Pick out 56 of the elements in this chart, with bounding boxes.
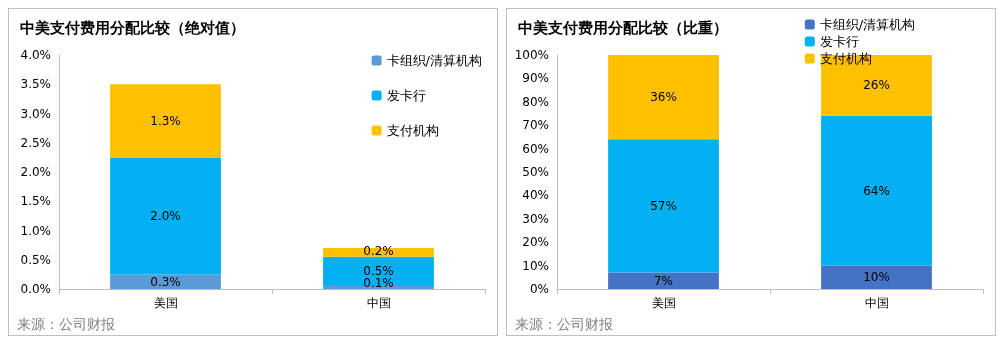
y-tick-label: 70% (522, 118, 549, 133)
y-tick-label: 60% (522, 141, 549, 156)
data-label: 0.3% (150, 274, 181, 289)
bar (110, 274, 221, 289)
source-note: 来源：公司财报 (17, 316, 115, 332)
data-label: 57% (650, 198, 677, 213)
bar (323, 286, 434, 289)
data-label: 1.3% (150, 113, 181, 128)
y-tick-label: 2.5% (20, 135, 51, 150)
legend-label: 支付机构 (386, 123, 439, 138)
data-label: 36% (650, 90, 677, 105)
y-tick-label: 30% (522, 211, 549, 226)
y-tick-label: 0.5% (20, 252, 51, 267)
x-tick-label: 美国 (651, 296, 676, 310)
y-tick-label: 100% (514, 48, 549, 62)
source-note: 来源：公司财报 (515, 316, 613, 332)
y-tick-label: 0.0% (20, 282, 51, 296)
y-tick-label: 2.0% (20, 165, 51, 179)
y-tick-label: 1.0% (20, 223, 51, 238)
y-tick-label: 3.5% (20, 77, 51, 92)
y-tick-label: 20% (522, 235, 549, 250)
data-label: 7% (653, 273, 674, 288)
x-tick-label: 美国 (153, 296, 178, 310)
bar (608, 272, 719, 289)
x-tick-label: 中国 (366, 296, 391, 310)
bar (608, 55, 719, 140)
bar (608, 139, 719, 273)
bar (110, 84, 221, 158)
legend-label: 卡组织/清算机构 (819, 17, 916, 32)
y-tick-label: 0% (529, 282, 549, 296)
y-tick-label: 90% (522, 71, 549, 86)
data-label: 10% (863, 270, 890, 285)
y-tick-label: 10% (522, 258, 549, 273)
data-label: 0.2% (363, 243, 394, 258)
bar (821, 265, 932, 289)
data-label: 26% (863, 78, 890, 93)
x-tick-label: 中国 (864, 296, 889, 310)
chart-title: 中美支付费用分配比较（绝对值） (20, 18, 245, 37)
data-label: 2.0% (150, 208, 181, 223)
y-tick-label: 4.0% (20, 48, 51, 62)
data-label: 64% (863, 183, 890, 198)
legend-label: 发卡行 (819, 34, 859, 49)
bar (323, 256, 434, 287)
y-tick-label: 80% (522, 94, 549, 109)
bar (821, 115, 932, 266)
legend-label: 卡组织/清算机构 (386, 53, 483, 68)
y-tick-label: 50% (522, 165, 549, 179)
bar (110, 157, 221, 275)
data-label: 0.5% (363, 264, 394, 279)
bar (323, 248, 434, 257)
chart-title: 中美支付费用分配比较（比重） (518, 18, 728, 37)
data-label: 0.1% (363, 276, 394, 290)
legend-label: 发卡行 (386, 88, 426, 103)
y-tick-label: 40% (522, 188, 549, 203)
y-tick-label: 3.0% (20, 106, 51, 121)
y-tick-label: 1.5% (20, 194, 51, 209)
